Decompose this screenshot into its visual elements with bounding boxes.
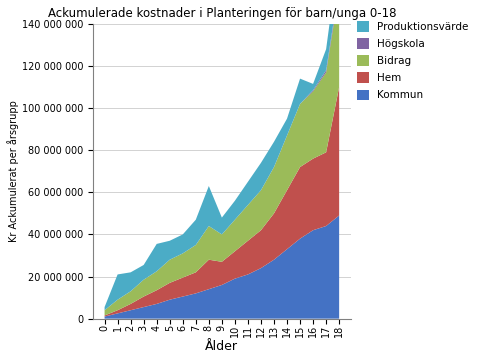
Legend: Produktionsvärde, Högskola, Bidrag, Hem, Kommun: Produktionsvärde, Högskola, Bidrag, Hem,… <box>353 18 472 104</box>
X-axis label: Ålder: Ålder <box>205 340 239 353</box>
Y-axis label: Kr Ackumulerat per årsgrupp: Kr Ackumulerat per årsgrupp <box>7 100 19 242</box>
Title: Ackumulerade kostnader i Planteringen för barn/unga 0-18: Ackumulerade kostnader i Planteringen fö… <box>48 7 396 20</box>
